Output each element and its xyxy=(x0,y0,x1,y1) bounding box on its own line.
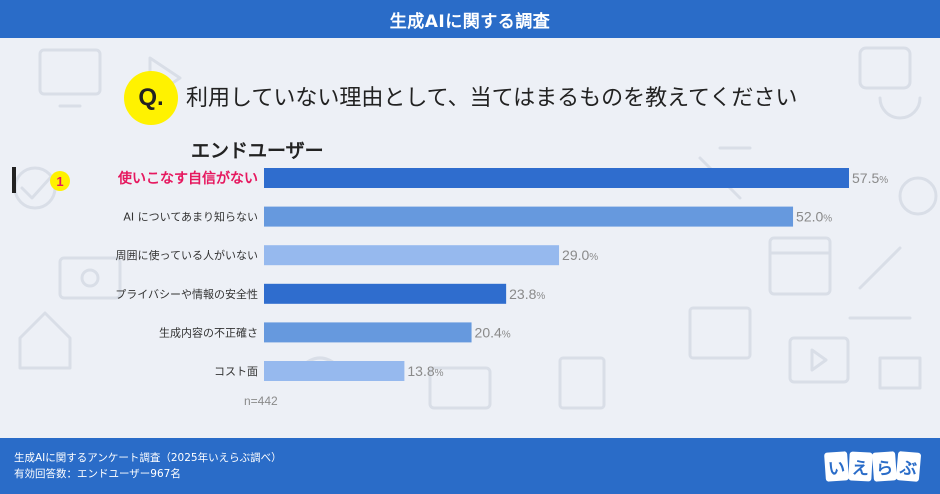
value-label: 13.8% xyxy=(407,363,443,379)
sample-size: n=442 xyxy=(244,394,278,408)
category-label: 周囲に使っている人がいない xyxy=(116,248,258,262)
category-label: 生成内容の不正確さ xyxy=(159,325,258,339)
value-label: 57.5% xyxy=(852,170,888,186)
category-label: プライバシーや情報の安全性 xyxy=(115,287,258,301)
footer-respondents: 有効回答数：エンドユーザー967名 xyxy=(14,468,181,480)
value-label: 20.4% xyxy=(475,324,511,340)
value-label: 29.0% xyxy=(562,247,598,263)
bar xyxy=(264,168,849,188)
question-text: 利用していない理由として、当てはまるものを教えてください xyxy=(186,86,798,111)
page-title: 生成AIに関する調査 xyxy=(389,11,551,32)
footer-bar: 生成AIに関するアンケート調査（2025年いえらぶ調べ） 有効回答数：エンドユー… xyxy=(0,438,940,494)
category-label-highlight: 使いこなす自信がない xyxy=(117,170,258,187)
category-label: コスト面 xyxy=(214,365,258,378)
top-rank-marker xyxy=(12,167,262,193)
segment-title: エンドユーザー xyxy=(191,140,324,162)
logo-char: え xyxy=(848,450,873,482)
footer-source: 生成AIに関するアンケート調査（2025年いえらぶ調べ） xyxy=(14,452,282,464)
rank-badge: 1 xyxy=(50,171,70,191)
bar-chart: 使いこなす自信がない 57.5% AI についてあまり知らない 52.0% 周囲に使って… xyxy=(115,168,888,381)
logo-char: ぶ xyxy=(895,450,922,482)
value-label: 52.0% xyxy=(796,209,832,225)
logo-char: ら xyxy=(872,450,897,482)
bar xyxy=(264,361,405,381)
bar xyxy=(264,245,560,266)
bar xyxy=(264,322,472,343)
header-bar: 生成AIに関する調査 xyxy=(0,0,940,38)
question-badge: Q. xyxy=(124,71,178,125)
logo-char: い xyxy=(824,450,849,482)
brand-logo: い え ら ぶ xyxy=(824,450,922,482)
bar xyxy=(264,206,794,227)
category-label: AI についてあまり知らない xyxy=(123,210,258,224)
value-label: 23.8% xyxy=(509,286,545,302)
bar xyxy=(264,283,507,304)
